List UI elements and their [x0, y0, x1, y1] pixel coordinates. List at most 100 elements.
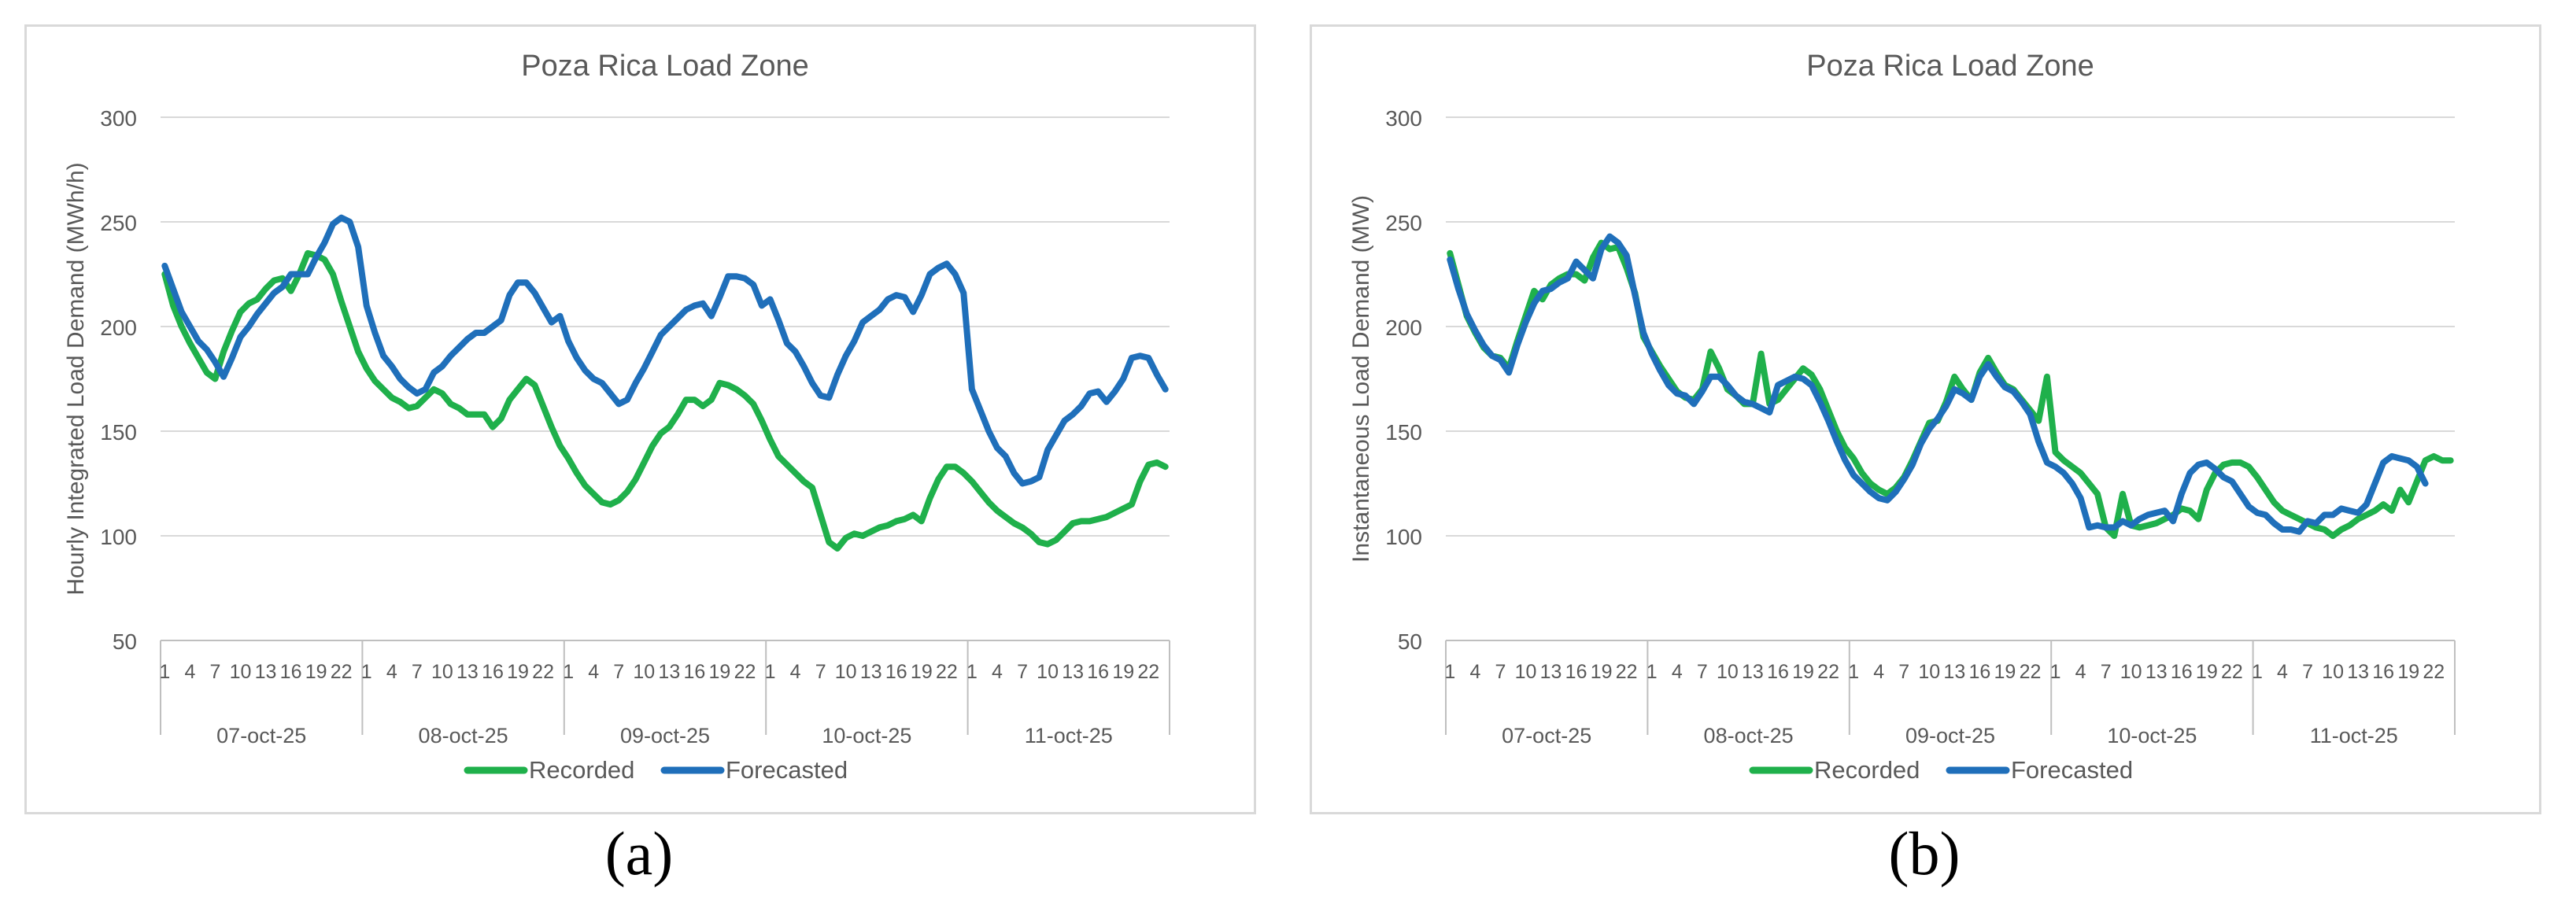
x-hour-tick-label: 1	[1444, 661, 1455, 683]
x-hour-tick-label: 16	[1087, 661, 1109, 683]
x-hour-tick-label: 22	[2020, 661, 2042, 683]
x-day-label: 09-oct-25	[1905, 724, 1995, 747]
legend-label-recorded: Recorded	[1814, 756, 1920, 784]
x-day-label: 08-oct-25	[419, 724, 508, 747]
x-hour-tick-label: 4	[992, 661, 1003, 683]
x-hour-tick-label: 22	[1616, 661, 1638, 683]
legend-label-forecasted: Forecasted	[2011, 756, 2133, 784]
x-hour-tick-label: 22	[734, 661, 756, 683]
y-tick-label: 300	[100, 106, 137, 131]
x-hour-tick-label: 1	[563, 661, 574, 683]
x-hour-tick-label: 1	[361, 661, 372, 683]
x-hour-tick-label: 16	[2372, 661, 2394, 683]
x-hour-tick-label: 4	[386, 661, 397, 683]
x-hour-tick-label: 19	[911, 661, 933, 683]
chart-title: Poza Rica Load Zone	[521, 50, 808, 83]
x-hour-tick-label: 16	[280, 661, 302, 683]
x-hour-tick-label: 1	[2252, 661, 2263, 683]
y-tick-label: 250	[100, 211, 137, 235]
y-tick-label: 150	[1385, 420, 1422, 445]
y-tick-label: 150	[100, 420, 137, 445]
series-line-forecasted	[161, 214, 1169, 487]
x-hour-tick-label: 1	[1646, 661, 1658, 683]
x-hour-tick-label: 7	[1495, 661, 1506, 683]
x-hour-tick-label: 19	[507, 661, 529, 683]
series-line-recorded	[161, 249, 1169, 552]
x-hour-tick-label: 4	[1873, 661, 1884, 683]
x-day-label: 11-oct-25	[1025, 724, 1113, 747]
panel-label-a: (a)	[604, 819, 674, 888]
x-hour-tick-label: 10	[633, 661, 655, 683]
x-hour-tick-label: 16	[885, 661, 907, 683]
legend-label-recorded: Recorded	[529, 756, 634, 784]
y-axis-label: Instantaneous Load Demand (MW)	[1348, 195, 1374, 563]
y-tick-label: 100	[1385, 525, 1422, 549]
x-hour-tick-label: 22	[936, 661, 958, 683]
x-hour-tick-label: 1	[159, 661, 170, 683]
x-hour-tick-label: 22	[1137, 661, 1159, 683]
x-day-label: 10-oct-25	[822, 724, 911, 747]
x-hour-tick-label: 19	[1591, 661, 1613, 683]
series-line-forecasted	[1447, 233, 2429, 535]
y-tick-label: 200	[100, 316, 137, 340]
x-hour-tick-label: 19	[305, 661, 327, 683]
y-tick-label: 50	[1398, 629, 1422, 654]
panel-label-b: (b)	[1888, 819, 1961, 888]
x-hour-tick-label: 13	[1943, 661, 1965, 683]
x-hour-tick-label: 7	[2302, 661, 2313, 683]
x-hour-tick-label: 4	[2075, 661, 2086, 683]
legend-label-forecasted: Forecasted	[726, 756, 848, 784]
x-hour-tick-label: 13	[1062, 661, 1084, 683]
x-hour-tick-label: 16	[482, 661, 504, 683]
x-hour-tick-label: 13	[2347, 661, 2369, 683]
chart-title: Poza Rica Load Zone	[1806, 50, 2094, 83]
x-hour-tick-label: 19	[2196, 661, 2218, 683]
x-hour-tick-label: 10	[1037, 661, 1059, 683]
x-hour-tick-label: 4	[1672, 661, 1683, 683]
x-hour-tick-label: 19	[1112, 661, 1134, 683]
line-chart-a: Poza Rica Load Zone 50 100 150 200 250 300 Hour…	[63, 50, 1170, 784]
x-hour-tick-label: 13	[2145, 661, 2168, 683]
x-hour-tick-label: 16	[683, 661, 705, 683]
x-hour-tick-label: 13	[456, 661, 479, 683]
y-tick-label: 100	[100, 525, 137, 549]
chart-panel-b: Poza Rica Load Zone 50 100 150 200 250 300 Inst…	[1310, 24, 2541, 814]
x-hour-tick-label: 16	[1565, 661, 1587, 683]
x-hour-tick-label: 7	[1898, 661, 1909, 683]
x-hour-tick-label: 13	[1742, 661, 1764, 683]
x-hour-tick-label: 1	[2050, 661, 2061, 683]
x-hour-tick-label: 10	[2322, 661, 2344, 683]
x-hour-tick-label: 10	[1717, 661, 1739, 683]
y-axis-label: Hourly Integrated Load Demand (MWh/h)	[63, 162, 89, 595]
x-hour-tick-label: 10	[835, 661, 857, 683]
x-hour-tick-label: 4	[1469, 661, 1480, 683]
x-day-label: 09-oct-25	[620, 724, 710, 747]
x-hour-tick-label: 10	[1515, 661, 1537, 683]
x-hour-tick-label: 22	[331, 661, 353, 683]
x-hour-tick-label: 1	[765, 661, 776, 683]
x-hour-tick-label: 4	[588, 661, 599, 683]
x-hour-tick-label: 4	[790, 661, 801, 683]
x-hour-tick-label: 4	[2277, 661, 2288, 683]
x-hour-tick-label: 16	[1968, 661, 1990, 683]
x-day-label: 07-oct-25	[216, 724, 306, 747]
x-hour-tick-label: 13	[658, 661, 680, 683]
x-hour-tick-label: 13	[1540, 661, 1562, 683]
x-hour-tick-label: 22	[2221, 661, 2243, 683]
y-tick-label: 250	[1385, 211, 1422, 235]
x-hour-tick-label: 10	[2120, 661, 2142, 683]
x-hour-tick-label: 16	[2171, 661, 2193, 683]
line-chart-b: Poza Rica Load Zone 50 100 150 200 250 300 Inst…	[1348, 50, 2456, 784]
x-hour-tick-label: 10	[1918, 661, 1940, 683]
x-hour-tick-label: 7	[2101, 661, 2112, 683]
y-tick-label: 300	[1385, 106, 1422, 131]
x-day-label: 08-oct-25	[1704, 724, 1794, 747]
x-hour-tick-label: 19	[1792, 661, 1814, 683]
y-tick-label: 50	[113, 629, 137, 654]
x-hour-tick-label: 10	[230, 661, 252, 683]
x-hour-tick-label: 22	[2423, 661, 2445, 683]
x-hour-tick-label: 10	[431, 661, 453, 683]
chart-panel-a: Poza Rica Load Zone 50 100 150 200 250 300 Hour…	[24, 24, 1256, 814]
x-hour-tick-label: 7	[1697, 661, 1708, 683]
x-hour-tick-label: 13	[255, 661, 277, 683]
